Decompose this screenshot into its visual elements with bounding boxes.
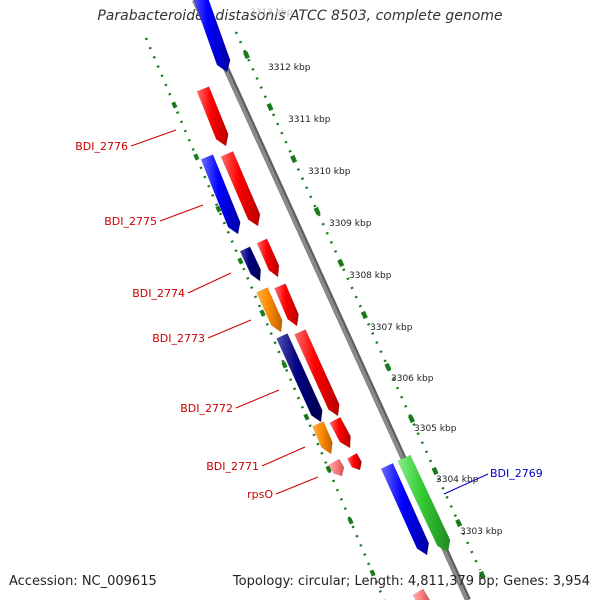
label-leader-line (235, 389, 280, 409)
major-tick (455, 518, 463, 528)
gene-arrow[interactable] (412, 588, 431, 600)
major-tick (384, 362, 392, 372)
scale-label: 3312 kbp (268, 63, 311, 73)
gene-arrow[interactable] (196, 86, 229, 147)
label-leader-line (261, 446, 306, 467)
gene-arrow[interactable] (346, 452, 362, 471)
inner-tick-track (144, 37, 386, 600)
gene-arrow[interactable] (294, 329, 340, 417)
gene-label[interactable]: BDI_2774 (132, 287, 185, 300)
gene-arrow[interactable] (189, 0, 231, 73)
gene-label[interactable]: BDI_2769 (490, 467, 543, 480)
scale-labels: 3313 kbp 3312 kbp 3311 kbp 3310 kbp 3309 kbp… (250, 8, 503, 537)
label-leader-line (207, 319, 252, 339)
gene-label[interactable]: BDI_2775 (104, 215, 157, 228)
scale-label: 3306 kbp (391, 374, 434, 384)
label-leader-line (130, 129, 177, 147)
label-leader-line (187, 272, 232, 294)
gene-labels: BDI_2776 BDI_2775 BDI_2774 BDI_2773 BDI_2772… (75, 140, 543, 501)
label-leader-line (443, 473, 489, 495)
scale-label: 3307 kbp (370, 323, 413, 333)
gene-arrow[interactable] (380, 462, 430, 556)
major-tick (337, 258, 345, 268)
label-leader-line (275, 476, 319, 495)
scale-label: 3303 kbp (460, 527, 503, 537)
gene-arrow[interactable] (397, 454, 451, 553)
minor-tick (193, 153, 200, 161)
gene-arrow[interactable] (256, 287, 283, 333)
minor-tick (237, 257, 244, 265)
scale-label: 3305 kbp (414, 424, 457, 434)
minor-tick (303, 413, 310, 421)
scale-label: 3311 kbp (288, 115, 331, 125)
gene-arrow[interactable] (239, 246, 261, 282)
minor-tick (259, 309, 266, 317)
major-tick (266, 102, 274, 112)
scale-label: 3308 kbp (349, 271, 392, 281)
minor-tick (215, 205, 222, 213)
scale-label: 3304 kbp (436, 475, 479, 485)
major-tick (478, 570, 486, 580)
gene-arrow[interactable] (328, 458, 345, 477)
gene-arrow[interactable] (200, 154, 241, 235)
minor-tick (325, 465, 332, 473)
scale-label: 3309 kbp (329, 219, 372, 229)
major-tick (431, 466, 439, 476)
scale-label: 3310 kbp (308, 167, 351, 177)
label-leader-line (159, 204, 204, 222)
label-leaders (130, 129, 489, 495)
feature-track (189, 0, 451, 600)
gene-label[interactable]: BDI_2776 (75, 140, 128, 153)
major-tick (242, 50, 250, 60)
minor-tick (369, 569, 376, 577)
minor-tick (347, 517, 354, 525)
gene-arrow[interactable] (220, 151, 261, 227)
gene-arrow[interactable] (312, 421, 333, 455)
gene-label[interactable]: BDI_2771 (206, 460, 259, 473)
gene-arrow[interactable] (274, 283, 299, 327)
topology-text: Topology: circular; Length: 4,811,379 bp… (232, 574, 590, 589)
gene-arrow[interactable] (256, 238, 280, 278)
gene-label[interactable]: BDI_2772 (180, 402, 233, 415)
minor-tick (171, 101, 178, 109)
major-tick (360, 310, 368, 320)
gene-arrow[interactable] (276, 333, 323, 423)
gene-label[interactable]: BDI_2773 (152, 332, 205, 345)
scale-label: 3313 kbp (250, 8, 293, 18)
major-tick (290, 154, 298, 164)
gene-arrow[interactable] (329, 416, 351, 449)
major-tick (313, 206, 321, 216)
accession-text: Accession: NC_009615 (9, 574, 157, 589)
major-tick (408, 414, 416, 424)
gene-label[interactable]: rpsO (247, 488, 273, 501)
minor-tick (281, 361, 288, 369)
